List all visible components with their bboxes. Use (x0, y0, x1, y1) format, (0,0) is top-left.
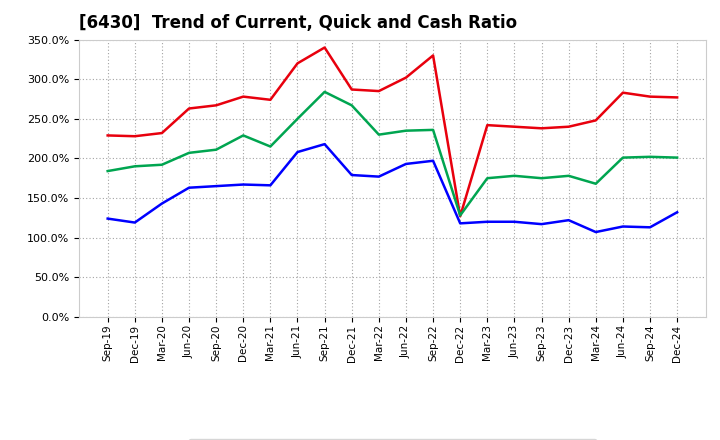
Cash Ratio (130, 220, 139, 225)
Cash Ratio (185, 185, 194, 191)
Quick Ratio (402, 128, 410, 133)
Current Ratio (185, 106, 194, 111)
Quick Ratio (456, 213, 464, 218)
Quick Ratio (672, 155, 681, 160)
Cash Ratio (158, 201, 166, 206)
Cash Ratio (348, 172, 356, 178)
Cash Ratio (293, 150, 302, 155)
Quick Ratio (320, 89, 329, 95)
Line: Cash Ratio: Cash Ratio (108, 144, 677, 232)
Cash Ratio (618, 224, 627, 229)
Cash Ratio (483, 219, 492, 224)
Current Ratio (591, 118, 600, 123)
Current Ratio (212, 103, 220, 108)
Current Ratio (428, 53, 437, 58)
Quick Ratio (212, 147, 220, 152)
Cash Ratio (591, 229, 600, 235)
Cash Ratio (266, 183, 275, 188)
Quick Ratio (646, 154, 654, 159)
Current Ratio (320, 45, 329, 50)
Cash Ratio (646, 225, 654, 230)
Current Ratio (266, 97, 275, 103)
Quick Ratio (266, 144, 275, 149)
Quick Ratio (564, 173, 573, 179)
Cash Ratio (402, 161, 410, 167)
Cash Ratio (104, 216, 112, 221)
Current Ratio (564, 124, 573, 129)
Quick Ratio (130, 164, 139, 169)
Current Ratio (130, 134, 139, 139)
Current Ratio (537, 126, 546, 131)
Quick Ratio (348, 103, 356, 108)
Quick Ratio (185, 150, 194, 155)
Cash Ratio (672, 209, 681, 215)
Current Ratio (456, 213, 464, 219)
Current Ratio (293, 61, 302, 66)
Line: Quick Ratio: Quick Ratio (108, 92, 677, 216)
Text: [6430]  Trend of Current, Quick and Cash Ratio: [6430] Trend of Current, Quick and Cash … (79, 15, 518, 33)
Current Ratio (618, 90, 627, 95)
Cash Ratio (320, 142, 329, 147)
Cash Ratio (456, 221, 464, 226)
Current Ratio (510, 124, 518, 129)
Current Ratio (239, 94, 248, 99)
Current Ratio (402, 75, 410, 80)
Cash Ratio (537, 221, 546, 227)
Quick Ratio (618, 155, 627, 160)
Current Ratio (158, 130, 166, 136)
Quick Ratio (374, 132, 383, 137)
Cash Ratio (564, 217, 573, 223)
Current Ratio (672, 95, 681, 100)
Current Ratio (483, 122, 492, 128)
Quick Ratio (591, 181, 600, 187)
Line: Current Ratio: Current Ratio (108, 48, 677, 216)
Cash Ratio (510, 219, 518, 224)
Quick Ratio (510, 173, 518, 179)
Current Ratio (104, 133, 112, 138)
Quick Ratio (158, 162, 166, 167)
Quick Ratio (483, 176, 492, 181)
Cash Ratio (212, 183, 220, 189)
Quick Ratio (104, 169, 112, 174)
Cash Ratio (428, 158, 437, 163)
Quick Ratio (293, 116, 302, 121)
Cash Ratio (239, 182, 248, 187)
Quick Ratio (428, 127, 437, 132)
Cash Ratio (374, 174, 383, 179)
Quick Ratio (537, 176, 546, 181)
Current Ratio (348, 87, 356, 92)
Current Ratio (374, 88, 383, 94)
Quick Ratio (239, 133, 248, 138)
Current Ratio (646, 94, 654, 99)
